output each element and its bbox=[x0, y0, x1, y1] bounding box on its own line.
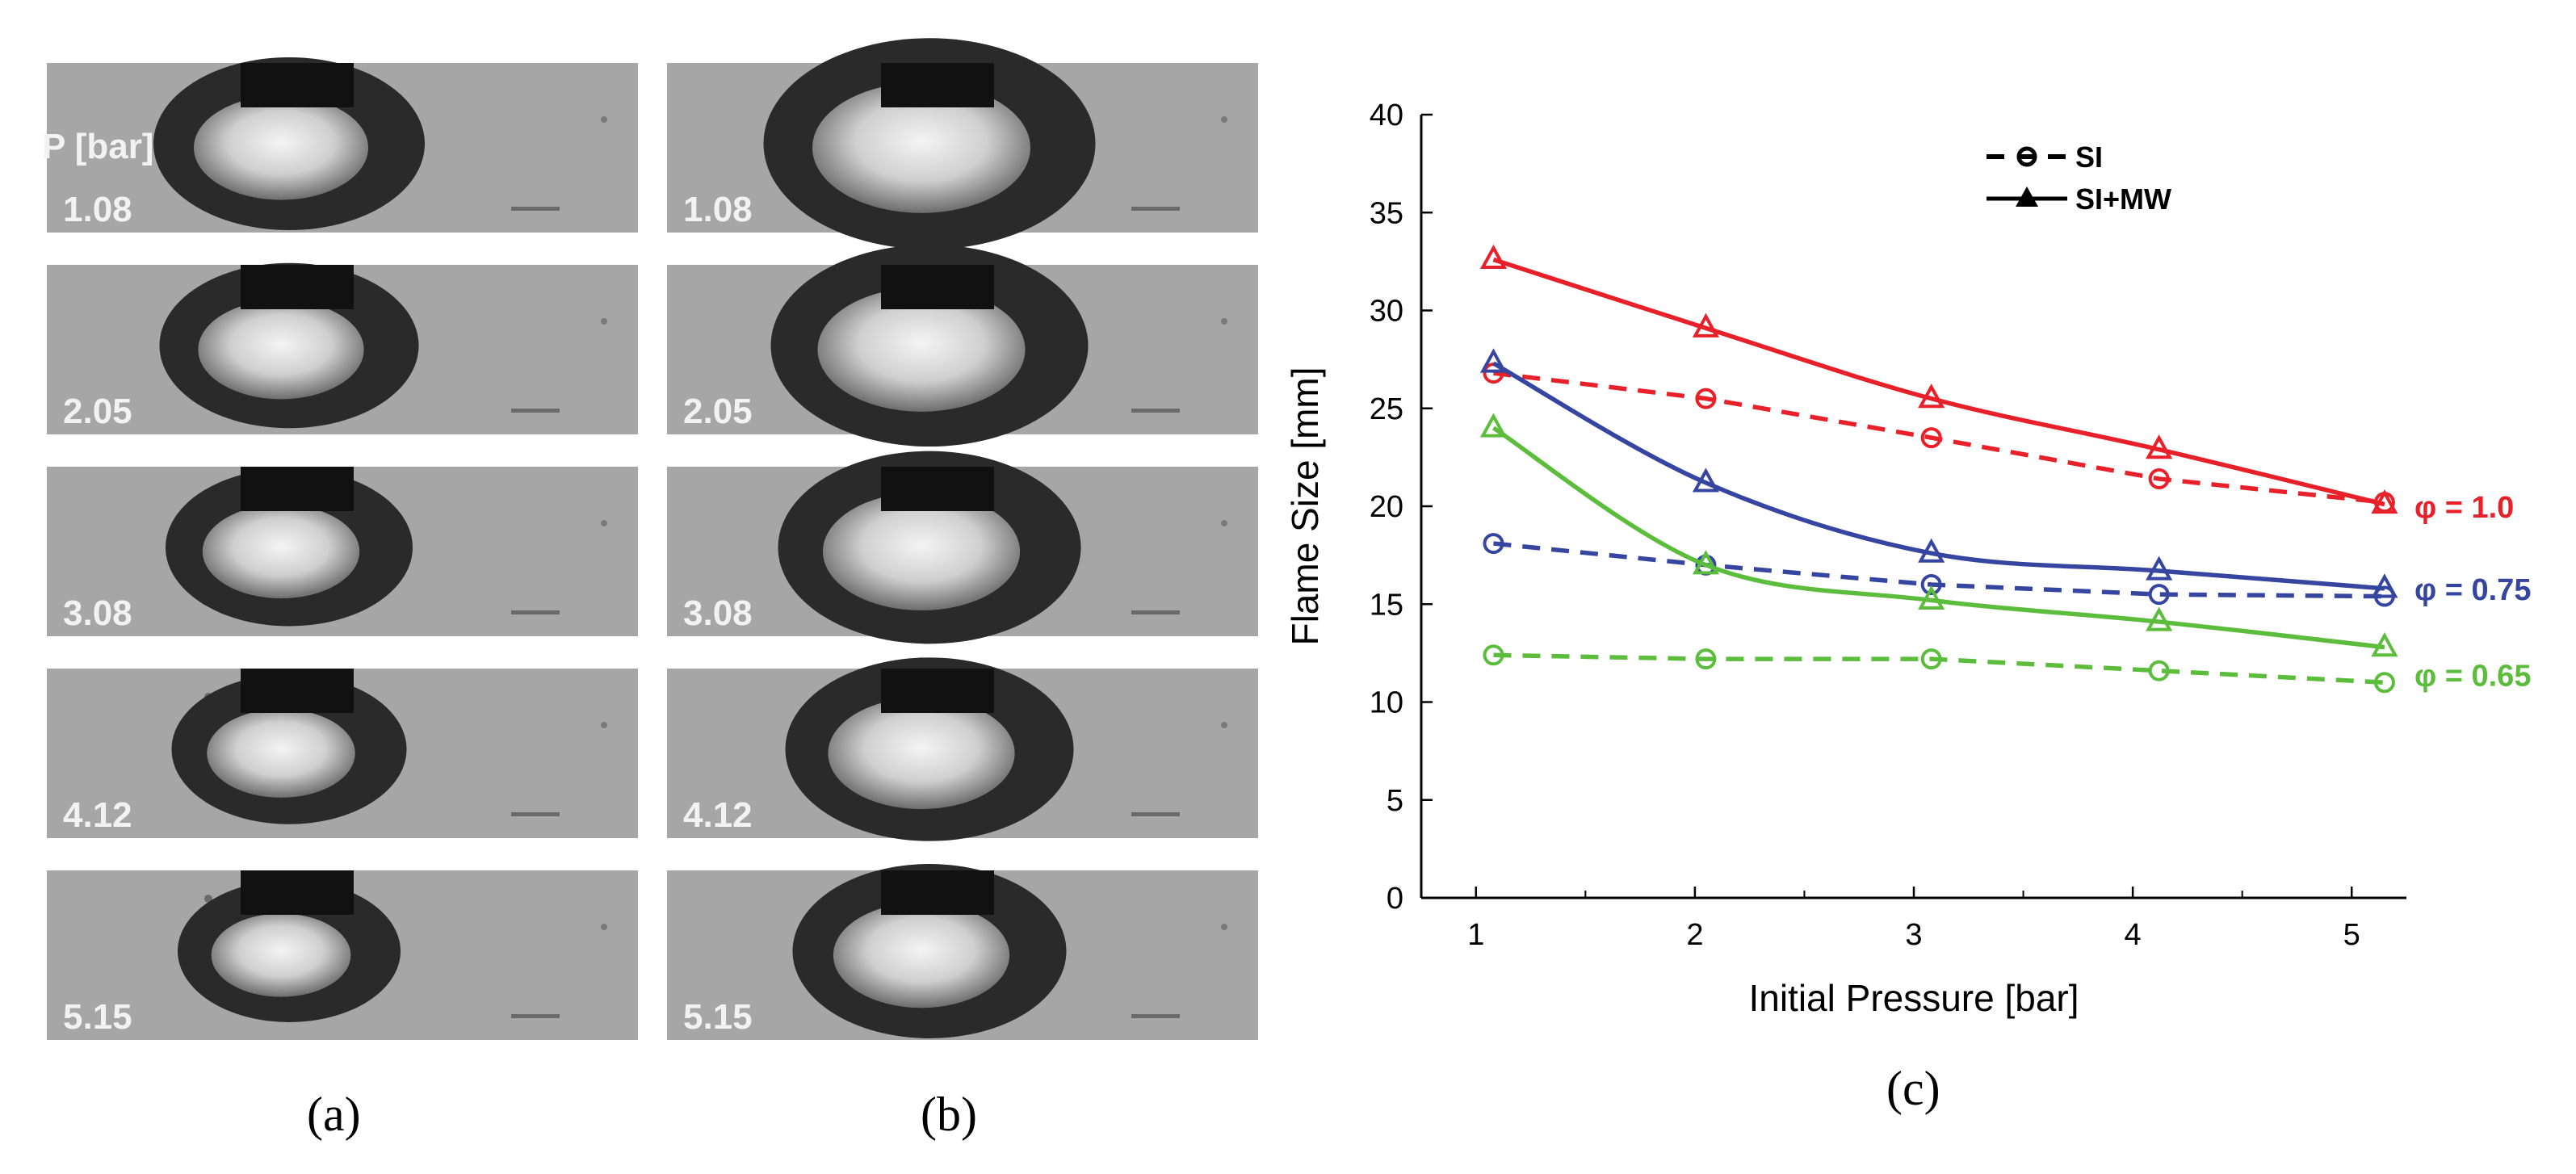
data-point-triangle bbox=[1692, 468, 1720, 493]
data-point-triangle bbox=[2146, 434, 2173, 459]
flame-photo-b-1: 1.08 bbox=[667, 38, 1258, 249]
series-line bbox=[1491, 426, 2385, 650]
y-tick-label: 0 bbox=[1387, 882, 1403, 916]
data-point-triangle bbox=[2146, 606, 2173, 631]
y-axis-label: Flame Size [mm] bbox=[1284, 367, 1326, 645]
series-line bbox=[1493, 541, 2385, 599]
pressure-label: 2.05 bbox=[63, 392, 132, 431]
data-point-triangle bbox=[2371, 489, 2398, 514]
y-tick-label: 20 bbox=[1370, 490, 1403, 524]
data-point-triangle bbox=[1918, 538, 1945, 563]
chart-series bbox=[1479, 244, 2398, 694]
data-point-circle bbox=[1920, 648, 1942, 670]
x-tick-label: 3 bbox=[1905, 918, 1922, 952]
data-point-circle bbox=[2148, 660, 2170, 681]
flame-photo-a-3: 3.08 bbox=[47, 467, 638, 636]
flame-photo-b-2: 2.05 bbox=[667, 244, 1258, 447]
y-tick-label: 40 bbox=[1370, 99, 1403, 132]
x-tick-label: 1 bbox=[1467, 918, 1484, 952]
data-point-circle bbox=[1695, 648, 1717, 670]
series-si-mw-5 bbox=[1479, 413, 2398, 657]
pressure-label: 2.05 bbox=[683, 392, 753, 431]
legend-entry-si-mw: SI+MW bbox=[1987, 182, 2171, 216]
series-line bbox=[1492, 361, 2385, 591]
caption-c: (c) bbox=[1886, 1062, 1940, 1115]
y-tick-label: 35 bbox=[1370, 196, 1403, 230]
data-point-circle bbox=[1483, 644, 1504, 666]
data-point-triangle bbox=[1918, 585, 1945, 610]
pressure-label: 5.15 bbox=[683, 997, 753, 1037]
data-point-triangle bbox=[1692, 550, 1720, 575]
legend-label-si-mw: SI+MW bbox=[2075, 182, 2171, 216]
pressure-label: 1.08 bbox=[63, 190, 132, 229]
series-si-2 bbox=[1483, 533, 2395, 607]
x-axis-label: Initial Pressure [bar] bbox=[1748, 977, 2079, 1019]
series-line bbox=[1493, 371, 2385, 505]
series-line bbox=[1493, 652, 2385, 685]
data-point-triangle bbox=[1479, 413, 1508, 438]
data-point-triangle bbox=[2371, 632, 2398, 657]
data-point-circle bbox=[1483, 533, 1504, 555]
flame-photo-a-1: 1.08 bbox=[47, 57, 638, 233]
data-point-triangle bbox=[1479, 244, 1508, 270]
y-tick-label: 5 bbox=[1387, 784, 1403, 818]
pressure-header: P [bar] bbox=[42, 127, 154, 166]
flame-photo-b-5: 5.15 bbox=[667, 864, 1258, 1040]
series-si-mw-1 bbox=[1479, 244, 2398, 514]
data-point-triangle bbox=[1479, 348, 1508, 373]
flame-photo-b-4: 4.12 bbox=[667, 657, 1258, 841]
series-line bbox=[1492, 257, 2385, 507]
flame-photo-a-2: 2.05 bbox=[47, 262, 638, 434]
legend-marker-circle bbox=[2016, 146, 2037, 167]
chart-ticks: 0 5 10 15 20 25 30 35 40 1 2 3 4 5 bbox=[1370, 99, 2360, 952]
pressure-label: 5.15 bbox=[63, 997, 132, 1037]
y-tick-label: 10 bbox=[1370, 686, 1403, 720]
phi-label: φ = 0.65 bbox=[2414, 660, 2531, 694]
data-point-circle bbox=[1695, 388, 1717, 409]
x-tick-label: 5 bbox=[2343, 918, 2360, 952]
pressure-label: 3.08 bbox=[683, 593, 753, 633]
y-tick-label: 25 bbox=[1370, 392, 1403, 426]
data-point-circle bbox=[2148, 468, 2170, 490]
data-point-triangle bbox=[2371, 573, 2398, 598]
pressure-label: 3.08 bbox=[63, 593, 132, 633]
data-point-circle bbox=[2148, 584, 2170, 606]
caption-a: (a) bbox=[307, 1088, 361, 1141]
phi-label: φ = 0.75 bbox=[2414, 573, 2531, 607]
y-tick-label: 15 bbox=[1370, 588, 1403, 622]
flame-photo-a-5: 5.15 bbox=[47, 870, 638, 1040]
flame-photo-b-3: 3.08 bbox=[667, 451, 1258, 644]
flame-photo-a-4: 4.12 bbox=[47, 669, 638, 838]
pressure-label: 4.12 bbox=[683, 795, 753, 835]
legend-entry-si: SI bbox=[1987, 140, 2103, 174]
legend-label-si: SI bbox=[2075, 140, 2103, 174]
series-si-mw-3 bbox=[1479, 348, 2398, 598]
data-point-triangle bbox=[1692, 312, 1720, 338]
x-tick-label: 4 bbox=[2125, 918, 2142, 952]
chart-legend: SI SI+MW bbox=[1987, 140, 2171, 216]
legend-marker-triangle bbox=[2016, 187, 2038, 207]
data-point-circle bbox=[1920, 427, 1942, 449]
chart-axes bbox=[1420, 115, 2406, 899]
data-point-triangle bbox=[1918, 384, 1945, 409]
data-point-triangle bbox=[2146, 556, 2173, 581]
pressure-label: 4.12 bbox=[63, 795, 132, 835]
phi-label: φ = 1.0 bbox=[2414, 491, 2514, 525]
data-point-circle bbox=[1920, 574, 1942, 595]
phi-labels: φ = 1.0 φ = 0.75 φ = 0.65 bbox=[2414, 491, 2531, 694]
pressure-label: 1.08 bbox=[683, 190, 753, 229]
series-si-4 bbox=[1483, 644, 2395, 694]
caption-b: (b) bbox=[921, 1088, 977, 1141]
x-tick-label: 2 bbox=[1686, 918, 1703, 952]
data-point-circle bbox=[2373, 672, 2395, 694]
flame-image-grid: 1.08 2.05 3.08 4.12 5.15 1.08 2.05 3.08 4.12 5.15 bbox=[47, 38, 1258, 1040]
y-tick-label: 30 bbox=[1370, 295, 1403, 329]
